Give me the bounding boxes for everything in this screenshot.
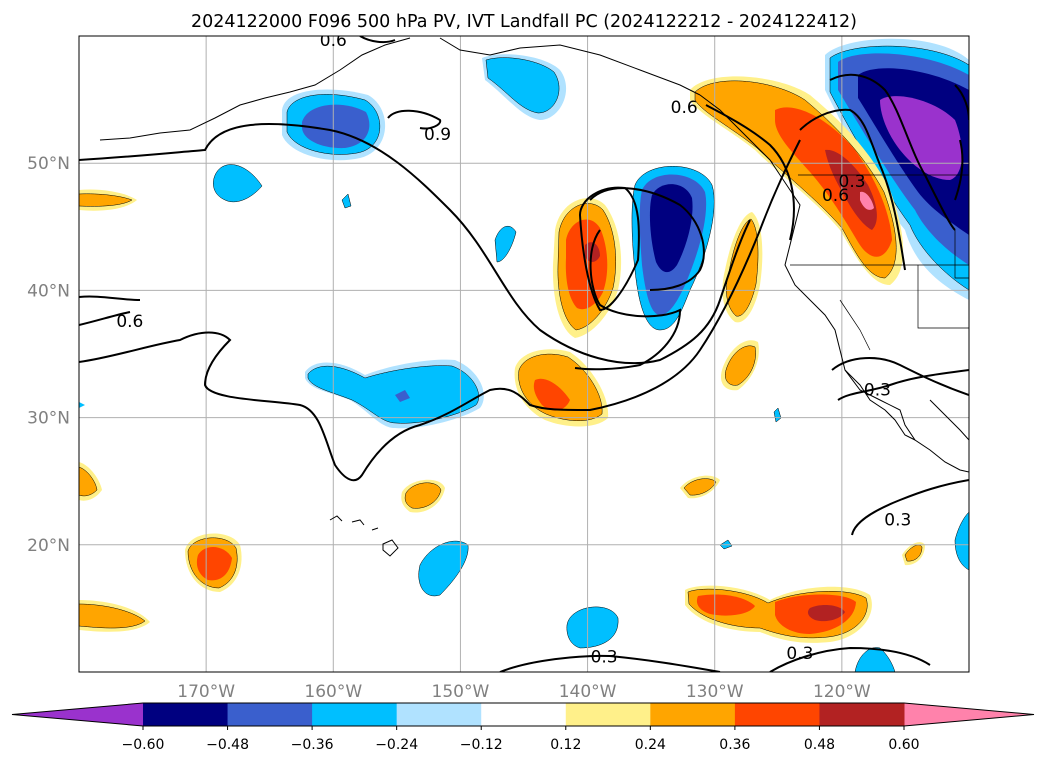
gridlines — [79, 36, 969, 672]
contour-label: 0.6 — [116, 312, 143, 332]
colorbar-tick-label: 0.60 — [888, 737, 919, 753]
colorbar-tick-label: −0.24 — [375, 737, 418, 753]
colorbar-tick-label: 0.24 — [635, 737, 666, 753]
x-tick-label: 160°W — [304, 682, 362, 702]
y-tick-label: 40°N — [27, 281, 70, 301]
contour-label-text: 0.6 — [671, 98, 698, 118]
colorbar-segment — [819, 703, 905, 726]
anomaly-blob — [305, 359, 484, 429]
anomaly-blob — [213, 164, 352, 209]
coastlines — [99, 37, 969, 557]
colorbar-segment — [143, 703, 229, 726]
colorbar-extend-low — [12, 703, 143, 726]
pv-contour-0.6-north — [79, 123, 751, 365]
colorbar: −0.60 −0.48 −0.36 −0.24 −0.12 0.12 0.24 0.36 0.4… — [11, 702, 1035, 753]
contour-label-text: 0.3 — [591, 648, 618, 668]
anomaly-blob — [494, 225, 517, 263]
hawaii-islands — [329, 515, 399, 557]
chart-title: 2024122000 F096 500 hPa PV, IVT Landfall… — [191, 12, 857, 32]
x-tick-label: 130°W — [686, 682, 744, 702]
colorbar-tick-label: 0.36 — [719, 737, 750, 753]
pv-contour-0.3-bottom — [499, 654, 721, 672]
y-tick-label: 20°N — [27, 536, 70, 556]
x-tick-label: 140°W — [559, 682, 617, 702]
colorbar-segment — [227, 703, 313, 726]
colorbar-segment — [650, 703, 736, 726]
y-tick-label: 30°N — [27, 409, 70, 429]
anomaly-blob — [685, 585, 872, 643]
anomaly-blob — [690, 76, 904, 285]
contour-label-text: 0.6 — [822, 186, 849, 206]
pv-contours — [79, 36, 969, 672]
pv-contour-0.3-ca — [831, 357, 969, 396]
x-tick-label: 120°W — [813, 682, 871, 702]
x-tick-label: 150°W — [432, 682, 490, 702]
contour-label: 0.3 — [884, 510, 911, 530]
x-axis-ticks: 170°W 160°W 150°W 140°W 130°W 120°W — [177, 682, 871, 702]
pv-contour-labels: 0.60.90.60.60.60.30.30.30.3 0.3 — [116, 31, 911, 668]
pv-contour-0.3-south — [851, 479, 969, 536]
y-axis-ticks: 20°N 30°N 40°N 50°N — [27, 154, 70, 556]
pv-contour-0.3-baja — [837, 369, 969, 401]
anomaly-blob — [79, 189, 925, 632]
pv-contour-0.6-loop — [79, 139, 801, 482]
pv-contour-0.6-west — [79, 295, 141, 326]
contour-label-text: 0.6 — [116, 312, 143, 332]
contour-label: 0.3 — [864, 381, 891, 401]
colorbar-segment — [734, 703, 820, 726]
colorbar-segment — [312, 703, 398, 726]
contour-label-text: 0.3 — [884, 510, 911, 530]
y-tick-label: 50°N — [27, 154, 70, 174]
pv-contour-0.3-bottom-right — [769, 646, 931, 672]
pv-contour-0.6-top — [359, 36, 396, 44]
contour-label-text: 0.6 — [320, 31, 347, 51]
colorbar-segment — [396, 703, 482, 726]
anomaly-blob — [825, 38, 969, 300]
contour-label-text: 0.3 — [786, 644, 813, 664]
colorbar-tick-label: −0.60 — [122, 737, 165, 753]
coastline-baja — [844, 369, 916, 441]
colorbar-segment — [565, 703, 651, 726]
colorbar-tick-label: −0.48 — [206, 737, 249, 753]
colorbar-tick-label: 0.12 — [550, 737, 581, 753]
contour-label: 0.9 — [424, 125, 451, 145]
contour-label: 0.3 — [839, 172, 866, 192]
contour-label-text: 0.3 — [839, 172, 866, 192]
map-area: 0.60.90.60.60.60.30.30.30.3 0.3 — [79, 31, 969, 672]
x-tick-label: 170°W — [177, 682, 235, 702]
colorbar-tick-label: −0.36 — [291, 737, 334, 753]
contour-label: 0.6 — [822, 186, 849, 206]
contour-label: 0.6 — [320, 31, 347, 51]
colorbar-tick-label: −0.12 — [460, 737, 503, 753]
contour-label: 0.6 — [671, 98, 698, 118]
map-border — [78, 35, 970, 673]
anomaly-blob — [79, 402, 969, 672]
anomaly-blob — [482, 54, 567, 120]
coastline-alaska-aleutians — [99, 37, 411, 141]
pv-contour-0.6-bc — [705, 104, 906, 271]
pv-contour-0.3-bc — [829, 73, 956, 231]
colorbar-segment — [481, 703, 567, 726]
contour-label-text: 0.3 — [864, 381, 891, 401]
pv-contour-0.6-hook — [578, 186, 640, 312]
coastline-mexico — [929, 399, 969, 441]
contour-label: 0.3 — [786, 644, 813, 664]
colorbar-extend-high — [904, 703, 1034, 726]
coastline-alaska-south — [439, 37, 701, 96]
contour-label-text: 0.9 — [424, 125, 451, 145]
pv-contour-0.9 — [387, 109, 442, 130]
colorbar-tick-label: 0.48 — [804, 737, 835, 753]
coastline-bc — [699, 94, 969, 473]
contour-label: 0.3 — [591, 648, 618, 668]
